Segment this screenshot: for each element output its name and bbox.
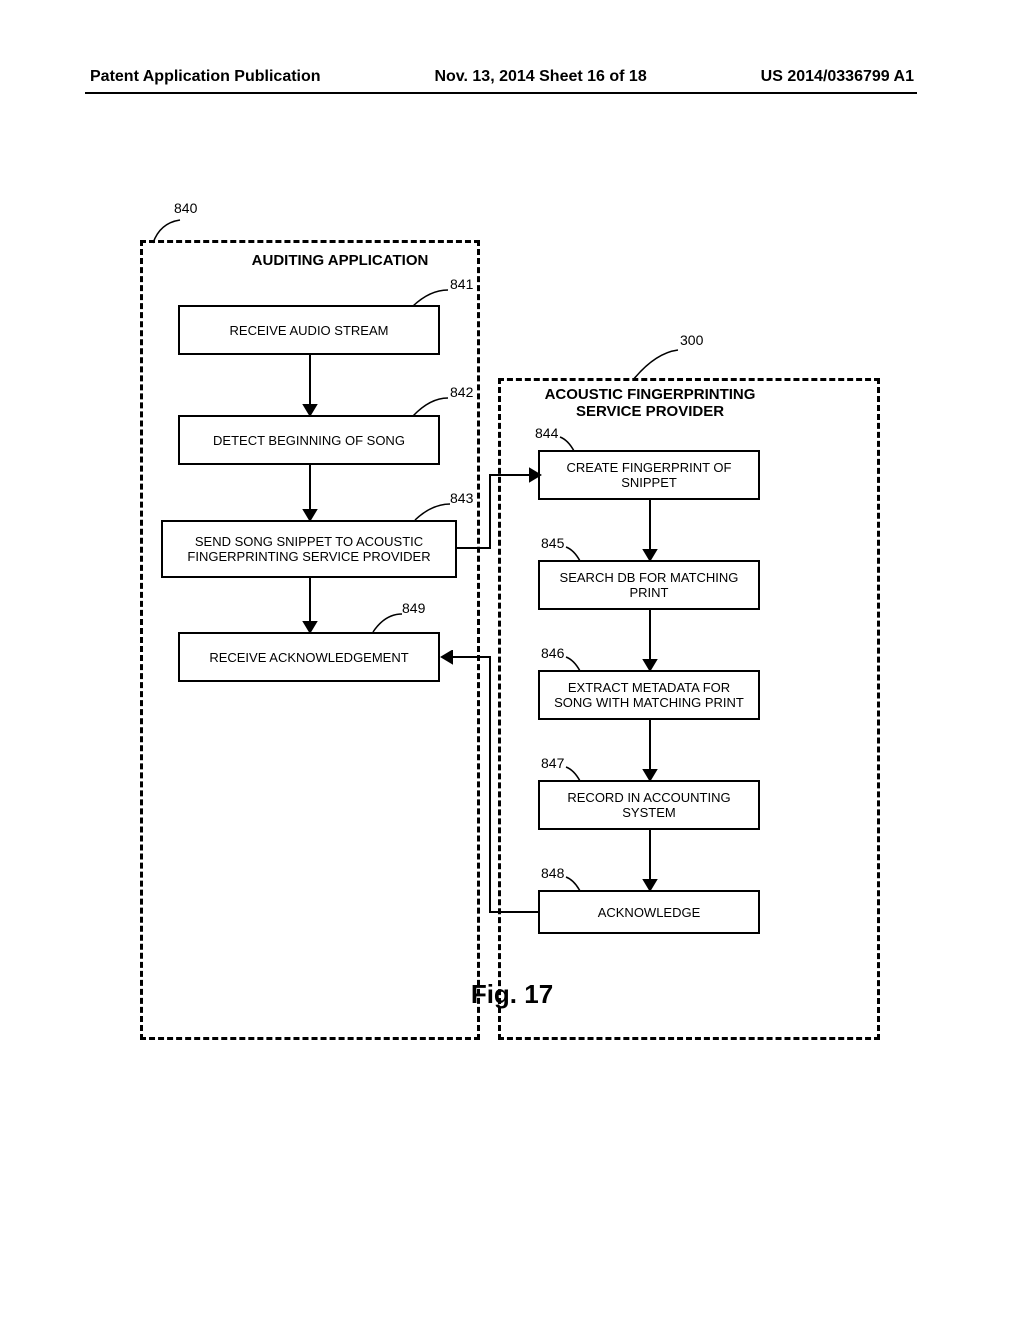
- arrow-845-846: [640, 610, 660, 670]
- ref-300-leader: [630, 348, 680, 383]
- box-detect-beginning: DETECT BEGINNING OF SONG: [178, 415, 440, 465]
- box-create-fingerprint: CREATE FINGERPRINT OF SNIPPET: [538, 450, 760, 500]
- ref-843-leader: [412, 502, 452, 522]
- ref-847-leader: [564, 765, 584, 783]
- ref-848-leader: [564, 875, 584, 893]
- box-receive-ack-label: RECEIVE ACKNOWLEDGEMENT: [209, 650, 408, 665]
- box-receive-ack: RECEIVE ACKNOWLEDGEMENT: [178, 632, 440, 682]
- arrow-841-842: [300, 355, 320, 415]
- ref-845: 845: [541, 535, 564, 551]
- flowchart-diagram: AUDITING APPLICATION ACOUSTIC FINGERPRIN…: [140, 200, 890, 1040]
- box-record-accounting-label: RECORD IN ACCOUNTING SYSTEM: [548, 790, 750, 820]
- ref-300: 300: [680, 332, 703, 348]
- arrow-843-844: [457, 463, 542, 558]
- ref-842: 842: [450, 384, 473, 400]
- left-container-title: AUDITING APPLICATION: [215, 252, 465, 269]
- box-extract-metadata: EXTRACT METADATA FOR SONG WITH MATCHING …: [538, 670, 760, 720]
- box-acknowledge-label: ACKNOWLEDGE: [598, 905, 701, 920]
- ref-841-leader: [410, 288, 450, 308]
- ref-846: 846: [541, 645, 564, 661]
- arrow-843-849: [300, 578, 320, 632]
- arrow-848-849: [440, 650, 540, 920]
- ref-842-leader: [410, 396, 450, 418]
- ref-847: 847: [541, 755, 564, 771]
- header-center: Nov. 13, 2014 Sheet 16 of 18: [434, 68, 646, 86]
- header-left: Patent Application Publication: [90, 68, 321, 86]
- box-receive-audio-label: RECEIVE AUDIO STREAM: [230, 323, 389, 338]
- arrow-844-845: [640, 500, 660, 560]
- page-header: Patent Application Publication Nov. 13, …: [0, 68, 1024, 86]
- arrow-846-847: [640, 720, 660, 780]
- box-acknowledge: ACKNOWLEDGE: [538, 890, 760, 934]
- header-rule: [85, 92, 917, 94]
- right-container-title: ACOUSTIC FINGERPRINTING SERVICE PROVIDER: [536, 386, 764, 420]
- ref-849: 849: [402, 600, 425, 616]
- ref-841: 841: [450, 276, 473, 292]
- ref-840: 840: [174, 200, 197, 216]
- box-search-db: SEARCH DB FOR MATCHING PRINT: [538, 560, 760, 610]
- ref-848: 848: [541, 865, 564, 881]
- arrow-847-848: [640, 830, 660, 890]
- ref-840-leader: [150, 218, 185, 248]
- ref-844: 844: [535, 425, 558, 441]
- box-receive-audio: RECEIVE AUDIO STREAM: [178, 305, 440, 355]
- arrow-842-843: [300, 465, 320, 520]
- box-create-fingerprint-label: CREATE FINGERPRINT OF SNIPPET: [548, 460, 750, 490]
- ref-849-leader: [370, 612, 405, 634]
- ref-844-leader: [558, 435, 578, 453]
- box-search-db-label: SEARCH DB FOR MATCHING PRINT: [548, 570, 750, 600]
- ref-845-leader: [564, 545, 584, 563]
- figure-caption: Fig. 17: [0, 979, 1024, 1010]
- box-record-accounting: RECORD IN ACCOUNTING SYSTEM: [538, 780, 760, 830]
- header-right: US 2014/0336799 A1: [761, 68, 914, 86]
- box-extract-metadata-label: EXTRACT METADATA FOR SONG WITH MATCHING …: [548, 680, 750, 710]
- box-detect-beginning-label: DETECT BEGINNING OF SONG: [213, 433, 405, 448]
- box-send-snippet-label: SEND SONG SNIPPET TO ACOUSTIC FINGERPRIN…: [171, 534, 447, 564]
- ref-846-leader: [564, 655, 584, 673]
- box-send-snippet: SEND SONG SNIPPET TO ACOUSTIC FINGERPRIN…: [161, 520, 457, 578]
